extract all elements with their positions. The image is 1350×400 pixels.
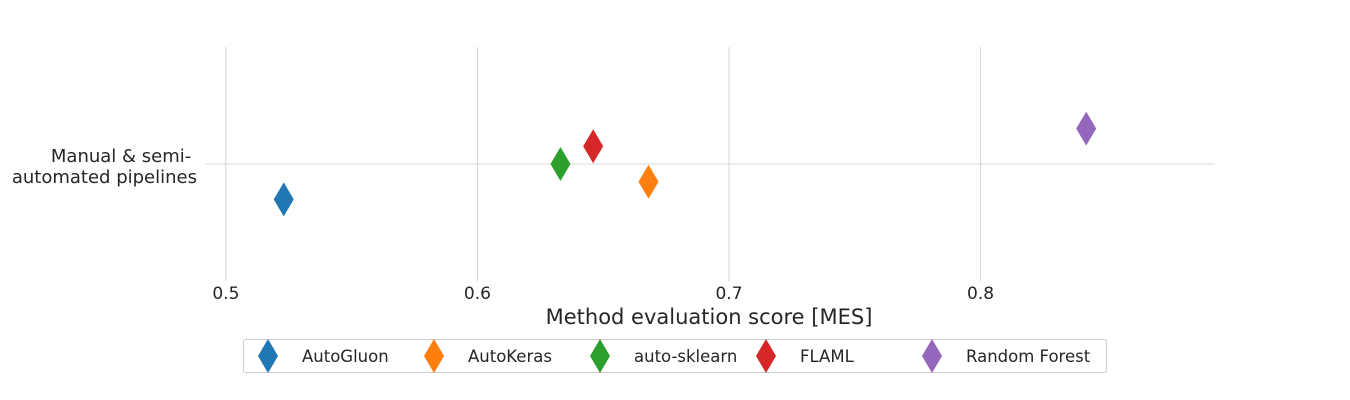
legend: AutoGluon AutoKeras auto-sklearn FLAML Rando…: [243, 339, 1107, 373]
legend-label-random-forest: Random Forest: [966, 347, 1091, 366]
data-point-random-forest: [1076, 111, 1097, 146]
legend-frame: [243, 339, 1107, 373]
legend-marker-auto-sklearn: [590, 339, 610, 373]
x-tick-label: 0.6: [464, 284, 491, 304]
y-category-label-line-2: automated pipelines: [12, 167, 197, 188]
data-points: [273, 111, 1097, 217]
legend-label-autogluon: AutoGluon: [302, 347, 389, 366]
legend-marker-random-forest: [922, 339, 942, 373]
x-axis-title: Method evaluation score [MES]: [546, 305, 873, 329]
legend-marker-autogluon: [258, 339, 278, 373]
y-category-label-line-1: Manual & semi-: [51, 146, 191, 167]
data-point-flaml: [583, 129, 604, 164]
data-point-autogluon: [273, 182, 294, 217]
data-point-auto-sklearn: [550, 147, 571, 181]
legend-label-autokeras: AutoKeras: [468, 347, 552, 366]
legend-label-flaml: FLAML: [800, 347, 855, 366]
grid-lines: [205, 47, 1215, 281]
x-tick-label: 0.7: [715, 284, 742, 304]
x-tick-label: 0.5: [212, 284, 239, 304]
x-tick-labels: 0.5 0.6 0.7 0.8: [212, 284, 994, 304]
data-point-autokeras: [638, 164, 659, 199]
x-tick-label: 0.8: [967, 284, 994, 304]
legend-label-auto-sklearn: auto-sklearn: [634, 347, 737, 366]
legend-marker-autokeras: [424, 339, 444, 373]
y-category-label: Manual & semi- automated pipelines: [12, 146, 197, 188]
legend-marker-flaml: [756, 339, 776, 373]
